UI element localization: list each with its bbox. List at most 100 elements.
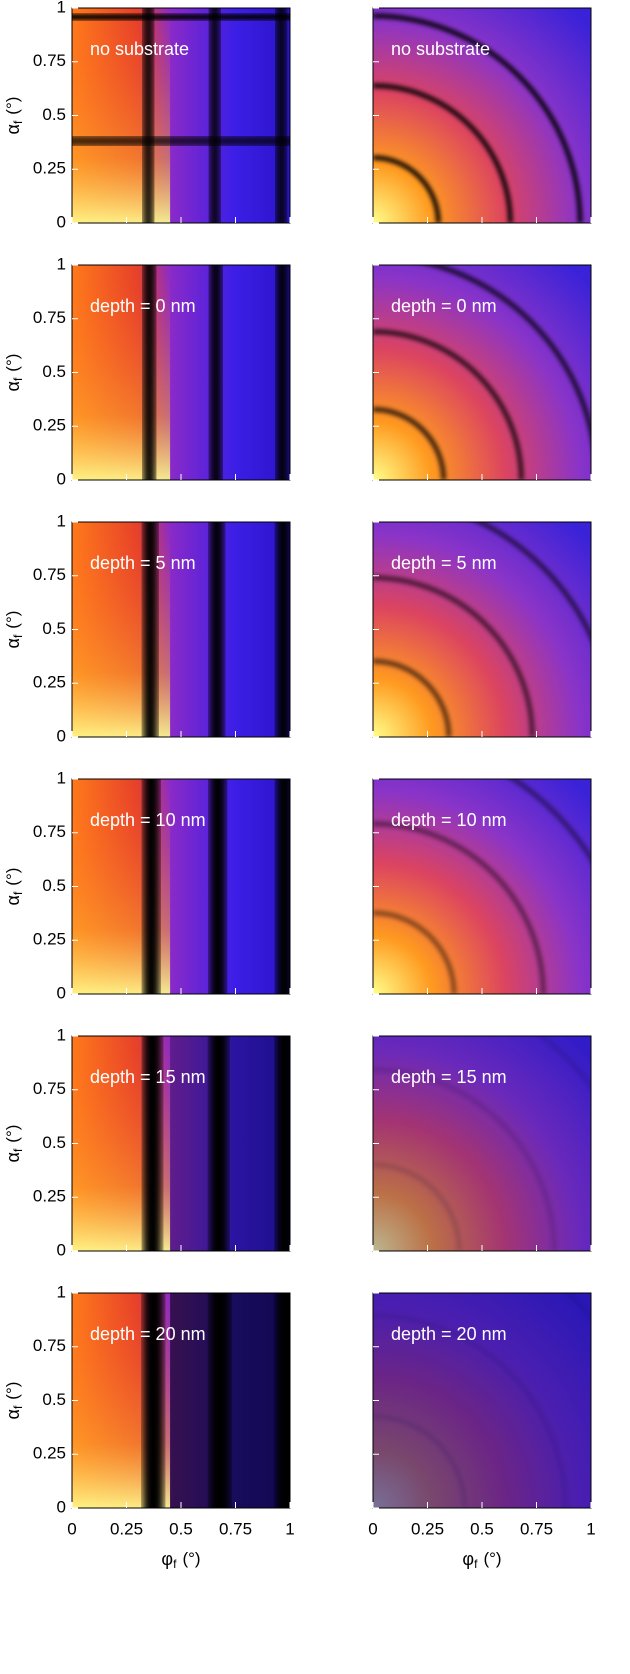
y-axis-unit: (°)	[3, 1125, 22, 1143]
heatmap	[72, 1036, 290, 1251]
y-axis-sub: f	[11, 891, 25, 895]
dark-ring	[373, 329, 524, 480]
y-axis-symbol: α	[3, 895, 23, 905]
y-tick-label: 0.75	[33, 1336, 66, 1355]
heatmap	[373, 779, 591, 994]
annotation: depth = 10 nm	[90, 810, 206, 830]
y-tick-label: 0.25	[33, 416, 66, 435]
y-axis-symbol: α	[3, 1409, 23, 1419]
y-axis-label: αf (°)	[3, 354, 25, 392]
heatmap-base	[373, 265, 591, 480]
y-tick-label: 0	[57, 1497, 66, 1516]
y-tick-label: 0	[57, 469, 66, 488]
x-tick-label: 0	[67, 1519, 76, 1538]
y-axis-unit: (°)	[3, 354, 22, 372]
y-tick-label: 0	[57, 1240, 66, 1259]
dark-overlay	[373, 1036, 591, 1251]
x-tick-label: 0.5	[470, 1519, 494, 1538]
x-tick-label: 0.75	[219, 1519, 252, 1538]
y-axis-label: αf (°)	[3, 1382, 25, 1420]
annotation: depth = 0 nm	[391, 296, 497, 316]
y-tick-label: 0.25	[33, 1444, 66, 1463]
dark-overlay	[170, 1036, 290, 1251]
x-tick-label: 0.25	[411, 1519, 444, 1538]
dark-ring	[373, 13, 583, 223]
heatmap	[72, 1293, 290, 1508]
y-axis-symbol: α	[3, 381, 23, 391]
y-axis-unit: (°)	[3, 1382, 22, 1400]
dark-ring	[373, 910, 457, 994]
annotation: no substrate	[90, 39, 189, 59]
dark-band	[209, 1036, 228, 1251]
dark-band	[276, 265, 289, 480]
annotation: depth = 5 nm	[90, 553, 196, 573]
y-axis-label: αf (°)	[3, 97, 25, 135]
y-tick-label: 0.75	[33, 1079, 66, 1098]
y-tick-label: 0.25	[33, 673, 66, 692]
y-axis-label: αf (°)	[3, 611, 25, 649]
dark-band	[209, 8, 220, 223]
x-axis-label: φf (°)	[161, 1549, 200, 1571]
y-axis-label: αf (°)	[3, 868, 25, 906]
x-axis-label: φf (°)	[462, 1549, 501, 1571]
dark-ring	[373, 658, 452, 737]
x-axis-sub: f	[173, 1557, 177, 1571]
heatmap-base	[373, 8, 591, 223]
y-tick-label: 0	[57, 212, 66, 231]
y-tick-label: 0	[57, 983, 66, 1002]
y-tick-label: 0.5	[42, 105, 66, 124]
y-tick-label: 0.75	[33, 308, 66, 327]
x-tick-label: 0.25	[110, 1519, 143, 1538]
dark-ring	[508, 779, 591, 864]
y-tick-label: 1	[57, 0, 66, 16]
x-tick-label: 0.5	[169, 1519, 193, 1538]
y-tick-label: 0.5	[42, 1390, 66, 1409]
y-tick-label: 0.5	[42, 1133, 66, 1152]
annotation: depth = 20 nm	[391, 1324, 507, 1344]
x-axis-sub: f	[474, 1557, 478, 1571]
dark-ring	[373, 406, 447, 480]
dark-band	[209, 779, 226, 994]
heatmap-base	[373, 522, 591, 737]
y-tick-label: 0.75	[33, 822, 66, 841]
annotation: depth = 15 nm	[391, 1067, 507, 1087]
y-axis-sub: f	[11, 1405, 25, 1409]
x-tick-label: 1	[586, 1519, 595, 1538]
annotation: depth = 20 nm	[90, 1324, 206, 1344]
y-tick-label: 1	[57, 511, 66, 530]
heatmap	[72, 8, 290, 223]
dark-band	[72, 14, 290, 20]
x-tick-label: 0	[368, 1519, 377, 1538]
dark-band	[209, 522, 224, 737]
y-tick-label: 1	[57, 254, 66, 273]
dark-ring	[373, 155, 441, 223]
y-tick-label: 0.5	[42, 876, 66, 895]
y-axis-unit: (°)	[3, 868, 22, 886]
dark-ring	[373, 1067, 557, 1251]
dark-band	[276, 1036, 290, 1251]
annotation: depth = 0 nm	[90, 296, 196, 316]
y-tick-label: 0.25	[33, 930, 66, 949]
x-axis-symbol: φ	[161, 1549, 173, 1569]
heatmap	[72, 522, 290, 737]
y-tick-label: 0.25	[33, 159, 66, 178]
x-tick-label: 1	[285, 1519, 294, 1538]
dark-ring	[373, 575, 535, 737]
dark-ring	[537, 1036, 591, 1091]
y-tick-label: 0.75	[33, 565, 66, 584]
y-tick-label: 0.5	[42, 362, 66, 381]
y-axis-sub: f	[11, 634, 25, 638]
x-axis-unit: (°)	[182, 1549, 200, 1568]
y-axis-sub: f	[11, 1148, 25, 1152]
y-tick-label: 1	[57, 768, 66, 787]
dark-band	[72, 137, 290, 145]
y-tick-label: 0.75	[33, 51, 66, 70]
dark-band	[276, 779, 290, 994]
heatmap	[72, 779, 290, 994]
dark-ring	[373, 83, 513, 223]
heatmap	[373, 522, 591, 737]
annotation: depth = 5 nm	[391, 553, 497, 573]
dark-overlay	[170, 1293, 290, 1508]
dark-ring	[474, 522, 591, 643]
y-axis-sub: f	[11, 120, 25, 124]
